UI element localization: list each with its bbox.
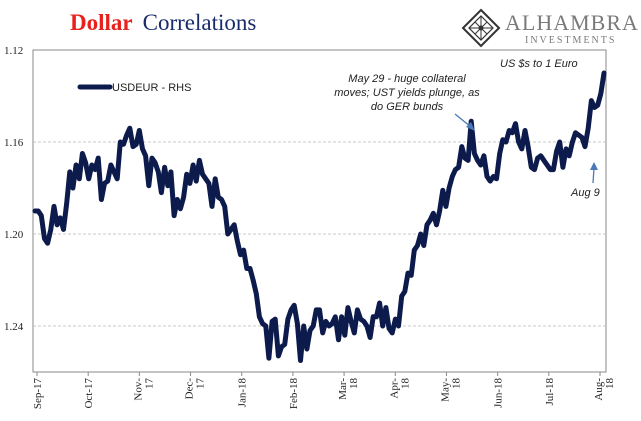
title-part-correlations: Correlations <box>143 10 257 35</box>
series-line-usdeur <box>32 70 607 363</box>
annotation-aug9-label: Aug 9 <box>570 187 600 199</box>
x-tick-label: Nov-17 <box>132 378 155 401</box>
annotation-may29-line3: do GER bunds <box>371 101 444 113</box>
x-tick-label: Dec-17 <box>184 378 207 400</box>
y-tick-label: 1.24 <box>4 321 24 333</box>
annotation-may29-arrowhead-icon <box>466 122 475 131</box>
annotation-may29: May 29 - huge collateral moves; UST yiel… <box>334 73 480 131</box>
brand-subtitle: INVESTMENTS <box>525 35 616 46</box>
x-tick-label: Apr-18 <box>388 378 411 399</box>
chart-title: Dollar Correlations <box>70 10 256 35</box>
alhambra-logo-icon <box>461 8 501 48</box>
x-tick-label: Jun-18 <box>493 378 505 408</box>
units-label: US $s to 1 Euro <box>500 58 578 70</box>
y-axis-ticks: 1.12 1.16 1.20 1.24 <box>4 45 24 333</box>
x-tick-label: Jul-18 <box>544 378 556 406</box>
x-tick-label: Sep-17 <box>32 378 44 410</box>
legend-label: USDEUR - RHS <box>112 82 191 94</box>
annotation-aug9-arrow <box>592 167 595 184</box>
x-tick-label: May-18 <box>439 378 462 402</box>
annotation-aug9-arrowhead-icon <box>590 162 598 170</box>
y-tick-label: 1.12 <box>4 45 23 57</box>
y-tick-label: 1.16 <box>4 137 24 149</box>
y-tick-label: 1.20 <box>4 229 24 241</box>
x-tick-label: Oct-17 <box>83 378 95 409</box>
annotation-aug9: Aug 9 <box>570 162 600 199</box>
x-axis-ticks: Sep-17 Oct-17 Nov-17 Dec-17 Jan-18 Feb-18 Mar-… <box>32 372 616 409</box>
title-part-dollar: Dollar <box>70 10 133 35</box>
annotation-may29-line1: May 29 - huge collateral <box>348 73 466 85</box>
x-tick-label: Mar-18 <box>337 378 360 400</box>
brand-name: ALHAMBRA <box>505 10 639 35</box>
x-tick-label: Aug-18 <box>593 378 616 401</box>
annotation-may29-line2: moves; UST yields plunge, as <box>334 87 480 99</box>
legend: USDEUR - RHS <box>77 82 191 94</box>
x-tick-label: Jan-18 <box>237 378 249 408</box>
x-tick-label: Feb-18 <box>288 378 300 410</box>
